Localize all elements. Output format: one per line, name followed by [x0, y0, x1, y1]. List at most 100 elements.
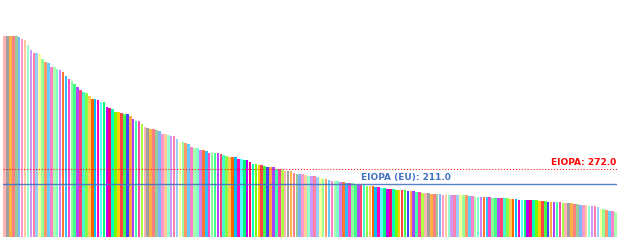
Bar: [308, 176, 310, 237]
Bar: [287, 171, 290, 237]
Bar: [544, 201, 547, 237]
Bar: [24, 40, 26, 237]
Bar: [138, 121, 140, 237]
Bar: [205, 151, 208, 237]
Bar: [155, 130, 158, 237]
Bar: [518, 200, 520, 237]
Bar: [275, 168, 278, 237]
Bar: [193, 148, 196, 237]
Bar: [257, 165, 260, 237]
Bar: [35, 53, 38, 237]
Bar: [211, 153, 213, 237]
Bar: [126, 114, 128, 237]
Bar: [351, 183, 353, 237]
Bar: [173, 136, 175, 237]
Bar: [468, 196, 471, 237]
Bar: [234, 157, 237, 237]
Bar: [459, 195, 462, 237]
Bar: [44, 62, 46, 237]
Bar: [492, 198, 494, 237]
Bar: [342, 182, 345, 237]
Bar: [260, 166, 263, 237]
Bar: [564, 203, 567, 237]
Bar: [59, 70, 61, 237]
Bar: [132, 119, 135, 237]
Bar: [485, 197, 488, 237]
Bar: [68, 79, 70, 237]
Bar: [32, 53, 35, 237]
Bar: [278, 169, 281, 237]
Bar: [591, 206, 593, 237]
Bar: [6, 36, 9, 237]
Bar: [9, 36, 12, 237]
Text: EIOPA: 272.0: EIOPA: 272.0: [551, 158, 616, 167]
Bar: [398, 190, 401, 237]
Bar: [38, 54, 41, 237]
Bar: [389, 189, 392, 237]
Bar: [556, 202, 558, 237]
Bar: [374, 187, 377, 237]
Bar: [366, 186, 368, 237]
Bar: [515, 199, 517, 237]
Bar: [339, 182, 342, 237]
Bar: [386, 189, 389, 237]
Bar: [216, 153, 219, 237]
Bar: [240, 159, 242, 237]
Bar: [255, 164, 257, 237]
Bar: [611, 211, 614, 237]
Bar: [596, 207, 599, 237]
Bar: [523, 200, 526, 237]
Bar: [208, 153, 210, 237]
Bar: [82, 92, 85, 237]
Bar: [538, 201, 541, 237]
Bar: [605, 210, 608, 237]
Bar: [141, 124, 143, 237]
Bar: [348, 183, 351, 237]
Bar: [576, 204, 578, 237]
Bar: [407, 191, 409, 237]
Bar: [246, 160, 249, 237]
Bar: [310, 176, 312, 237]
Bar: [480, 197, 482, 237]
Bar: [185, 143, 187, 237]
Bar: [313, 176, 316, 237]
Bar: [190, 147, 193, 237]
Bar: [526, 200, 529, 237]
Bar: [462, 195, 465, 237]
Bar: [439, 195, 441, 237]
Bar: [489, 197, 491, 237]
Bar: [418, 192, 421, 237]
Bar: [574, 204, 576, 237]
Bar: [179, 142, 181, 237]
Bar: [304, 174, 307, 237]
Bar: [533, 200, 535, 237]
Bar: [562, 203, 564, 237]
Bar: [553, 202, 556, 237]
Bar: [146, 128, 149, 237]
Bar: [550, 202, 552, 237]
Bar: [73, 84, 76, 237]
Bar: [383, 188, 386, 237]
Bar: [582, 205, 585, 237]
Bar: [15, 36, 17, 237]
Bar: [410, 191, 412, 237]
Bar: [477, 197, 479, 237]
Bar: [436, 195, 438, 237]
Bar: [497, 198, 500, 237]
Bar: [202, 150, 205, 237]
Bar: [167, 135, 169, 237]
Bar: [62, 72, 64, 237]
Bar: [3, 36, 6, 237]
Bar: [129, 116, 131, 237]
Bar: [12, 36, 15, 237]
Bar: [187, 144, 190, 237]
Bar: [114, 112, 117, 237]
Bar: [369, 186, 371, 237]
Bar: [474, 197, 476, 237]
Bar: [594, 206, 596, 237]
Bar: [521, 200, 523, 237]
Bar: [334, 181, 336, 237]
Bar: [79, 90, 82, 237]
Bar: [53, 67, 56, 237]
Bar: [108, 108, 111, 237]
